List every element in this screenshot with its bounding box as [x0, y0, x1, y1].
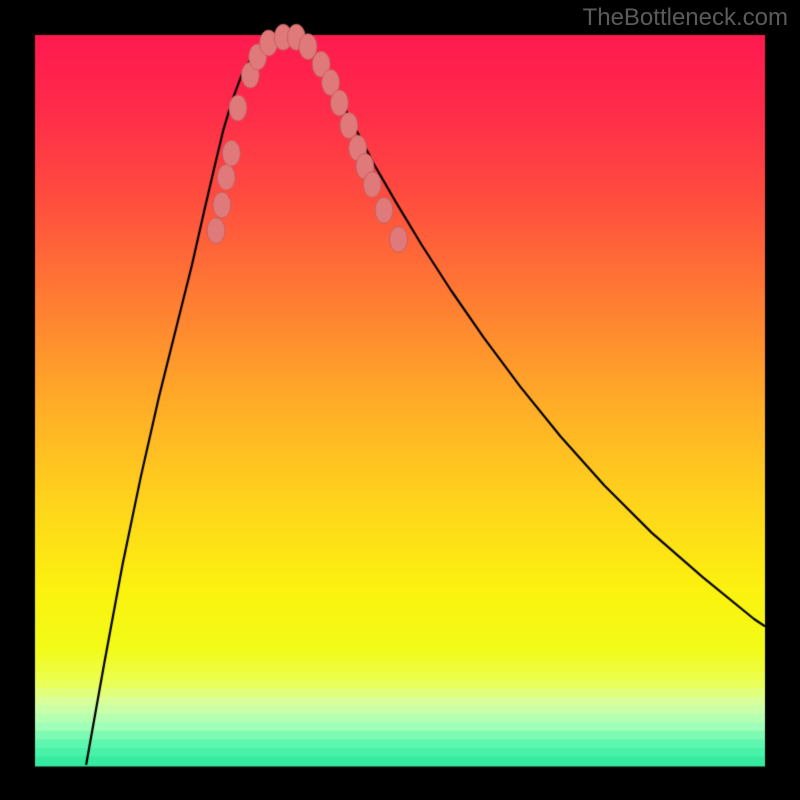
bottleneck-chart [0, 0, 800, 800]
